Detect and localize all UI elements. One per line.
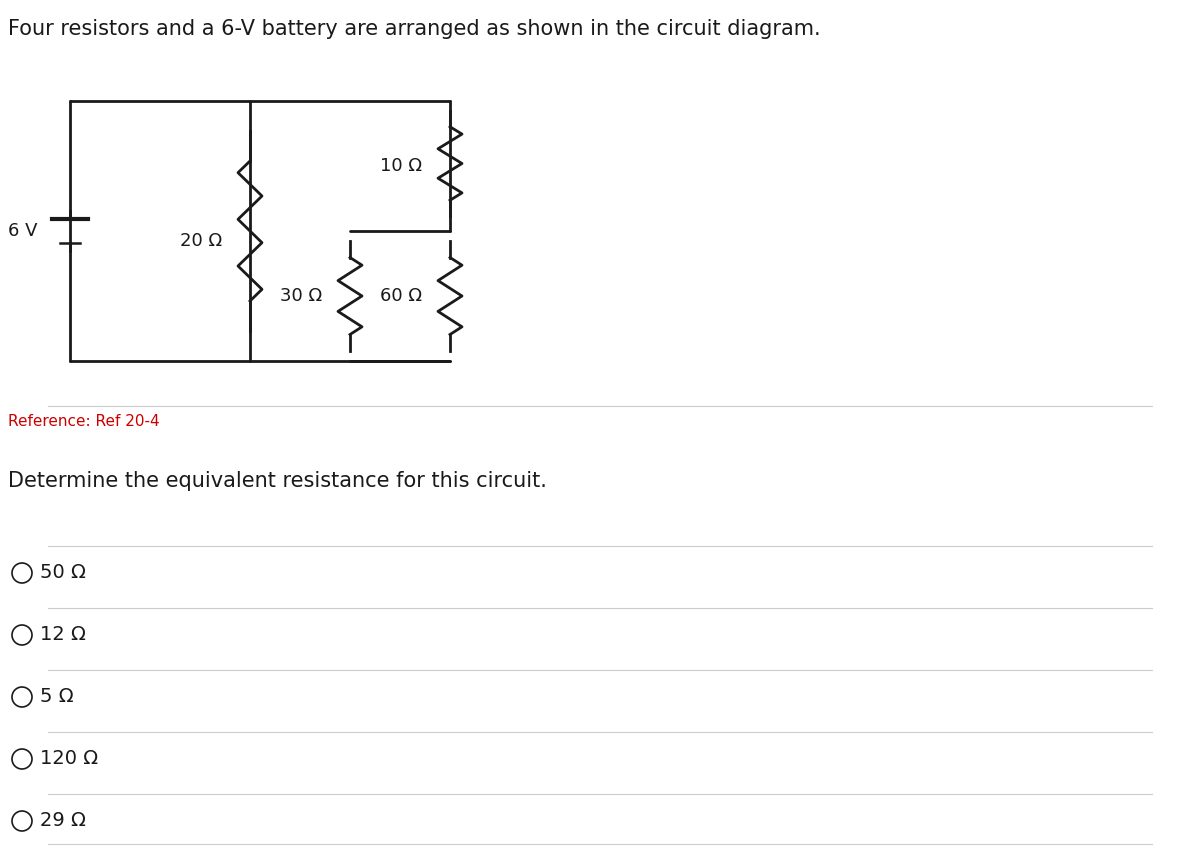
Text: 29 Ω: 29 Ω: [40, 812, 86, 831]
Text: 10 Ω: 10 Ω: [380, 157, 422, 175]
Text: Four resistors and a 6-V battery are arranged as shown in the circuit diagram.: Four resistors and a 6-V battery are arr…: [8, 19, 821, 39]
Text: 50 Ω: 50 Ω: [40, 563, 86, 583]
Text: 6 V: 6 V: [8, 222, 38, 240]
Text: 60 Ω: 60 Ω: [380, 287, 422, 305]
Text: 12 Ω: 12 Ω: [40, 625, 86, 645]
Text: 20 Ω: 20 Ω: [180, 232, 222, 250]
Text: Reference: Ref 20-4: Reference: Ref 20-4: [8, 414, 160, 429]
Text: 120 Ω: 120 Ω: [40, 749, 98, 769]
Text: Determine the equivalent resistance for this circuit.: Determine the equivalent resistance for …: [8, 471, 547, 491]
Text: 30 Ω: 30 Ω: [280, 287, 322, 305]
Text: 5 Ω: 5 Ω: [40, 687, 73, 707]
